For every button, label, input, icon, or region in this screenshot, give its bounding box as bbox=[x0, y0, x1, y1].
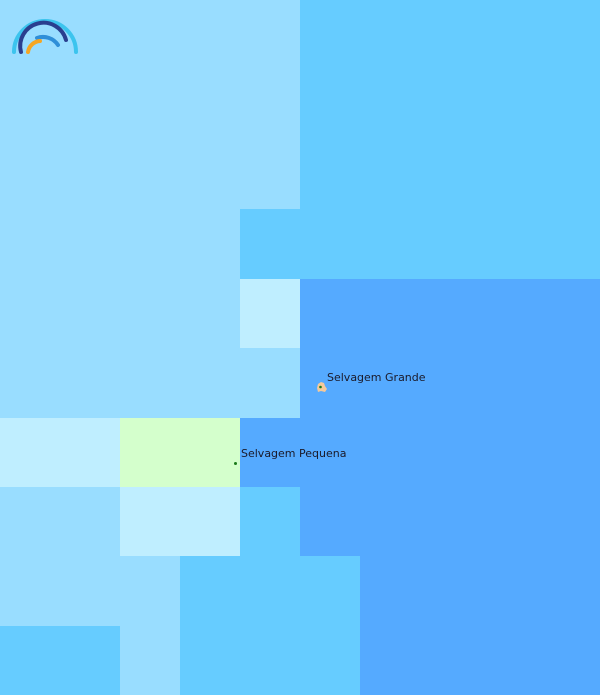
depth-tile bbox=[240, 487, 300, 556]
depth-tile bbox=[0, 418, 120, 487]
rainbow-arcs-logo-icon bbox=[12, 19, 78, 54]
depth-tile bbox=[360, 556, 600, 695]
depth-tile bbox=[300, 279, 600, 556]
depth-tile bbox=[180, 556, 360, 695]
island-selvagem-grande[interactable] bbox=[316, 381, 328, 393]
zone-tile bbox=[120, 418, 240, 487]
depth-tile bbox=[240, 279, 300, 348]
depth-tile bbox=[120, 487, 240, 556]
depth-tile bbox=[0, 626, 120, 695]
marker-selvagem-pequena[interactable] bbox=[234, 462, 237, 465]
depth-tile bbox=[240, 209, 300, 279]
place-label-selvagem-grande[interactable]: Selvagem Grande bbox=[327, 371, 426, 384]
place-label-selvagem-pequena[interactable]: Selvagem Pequena bbox=[241, 447, 347, 460]
depth-tile bbox=[240, 418, 300, 487]
depth-tile bbox=[300, 0, 600, 279]
